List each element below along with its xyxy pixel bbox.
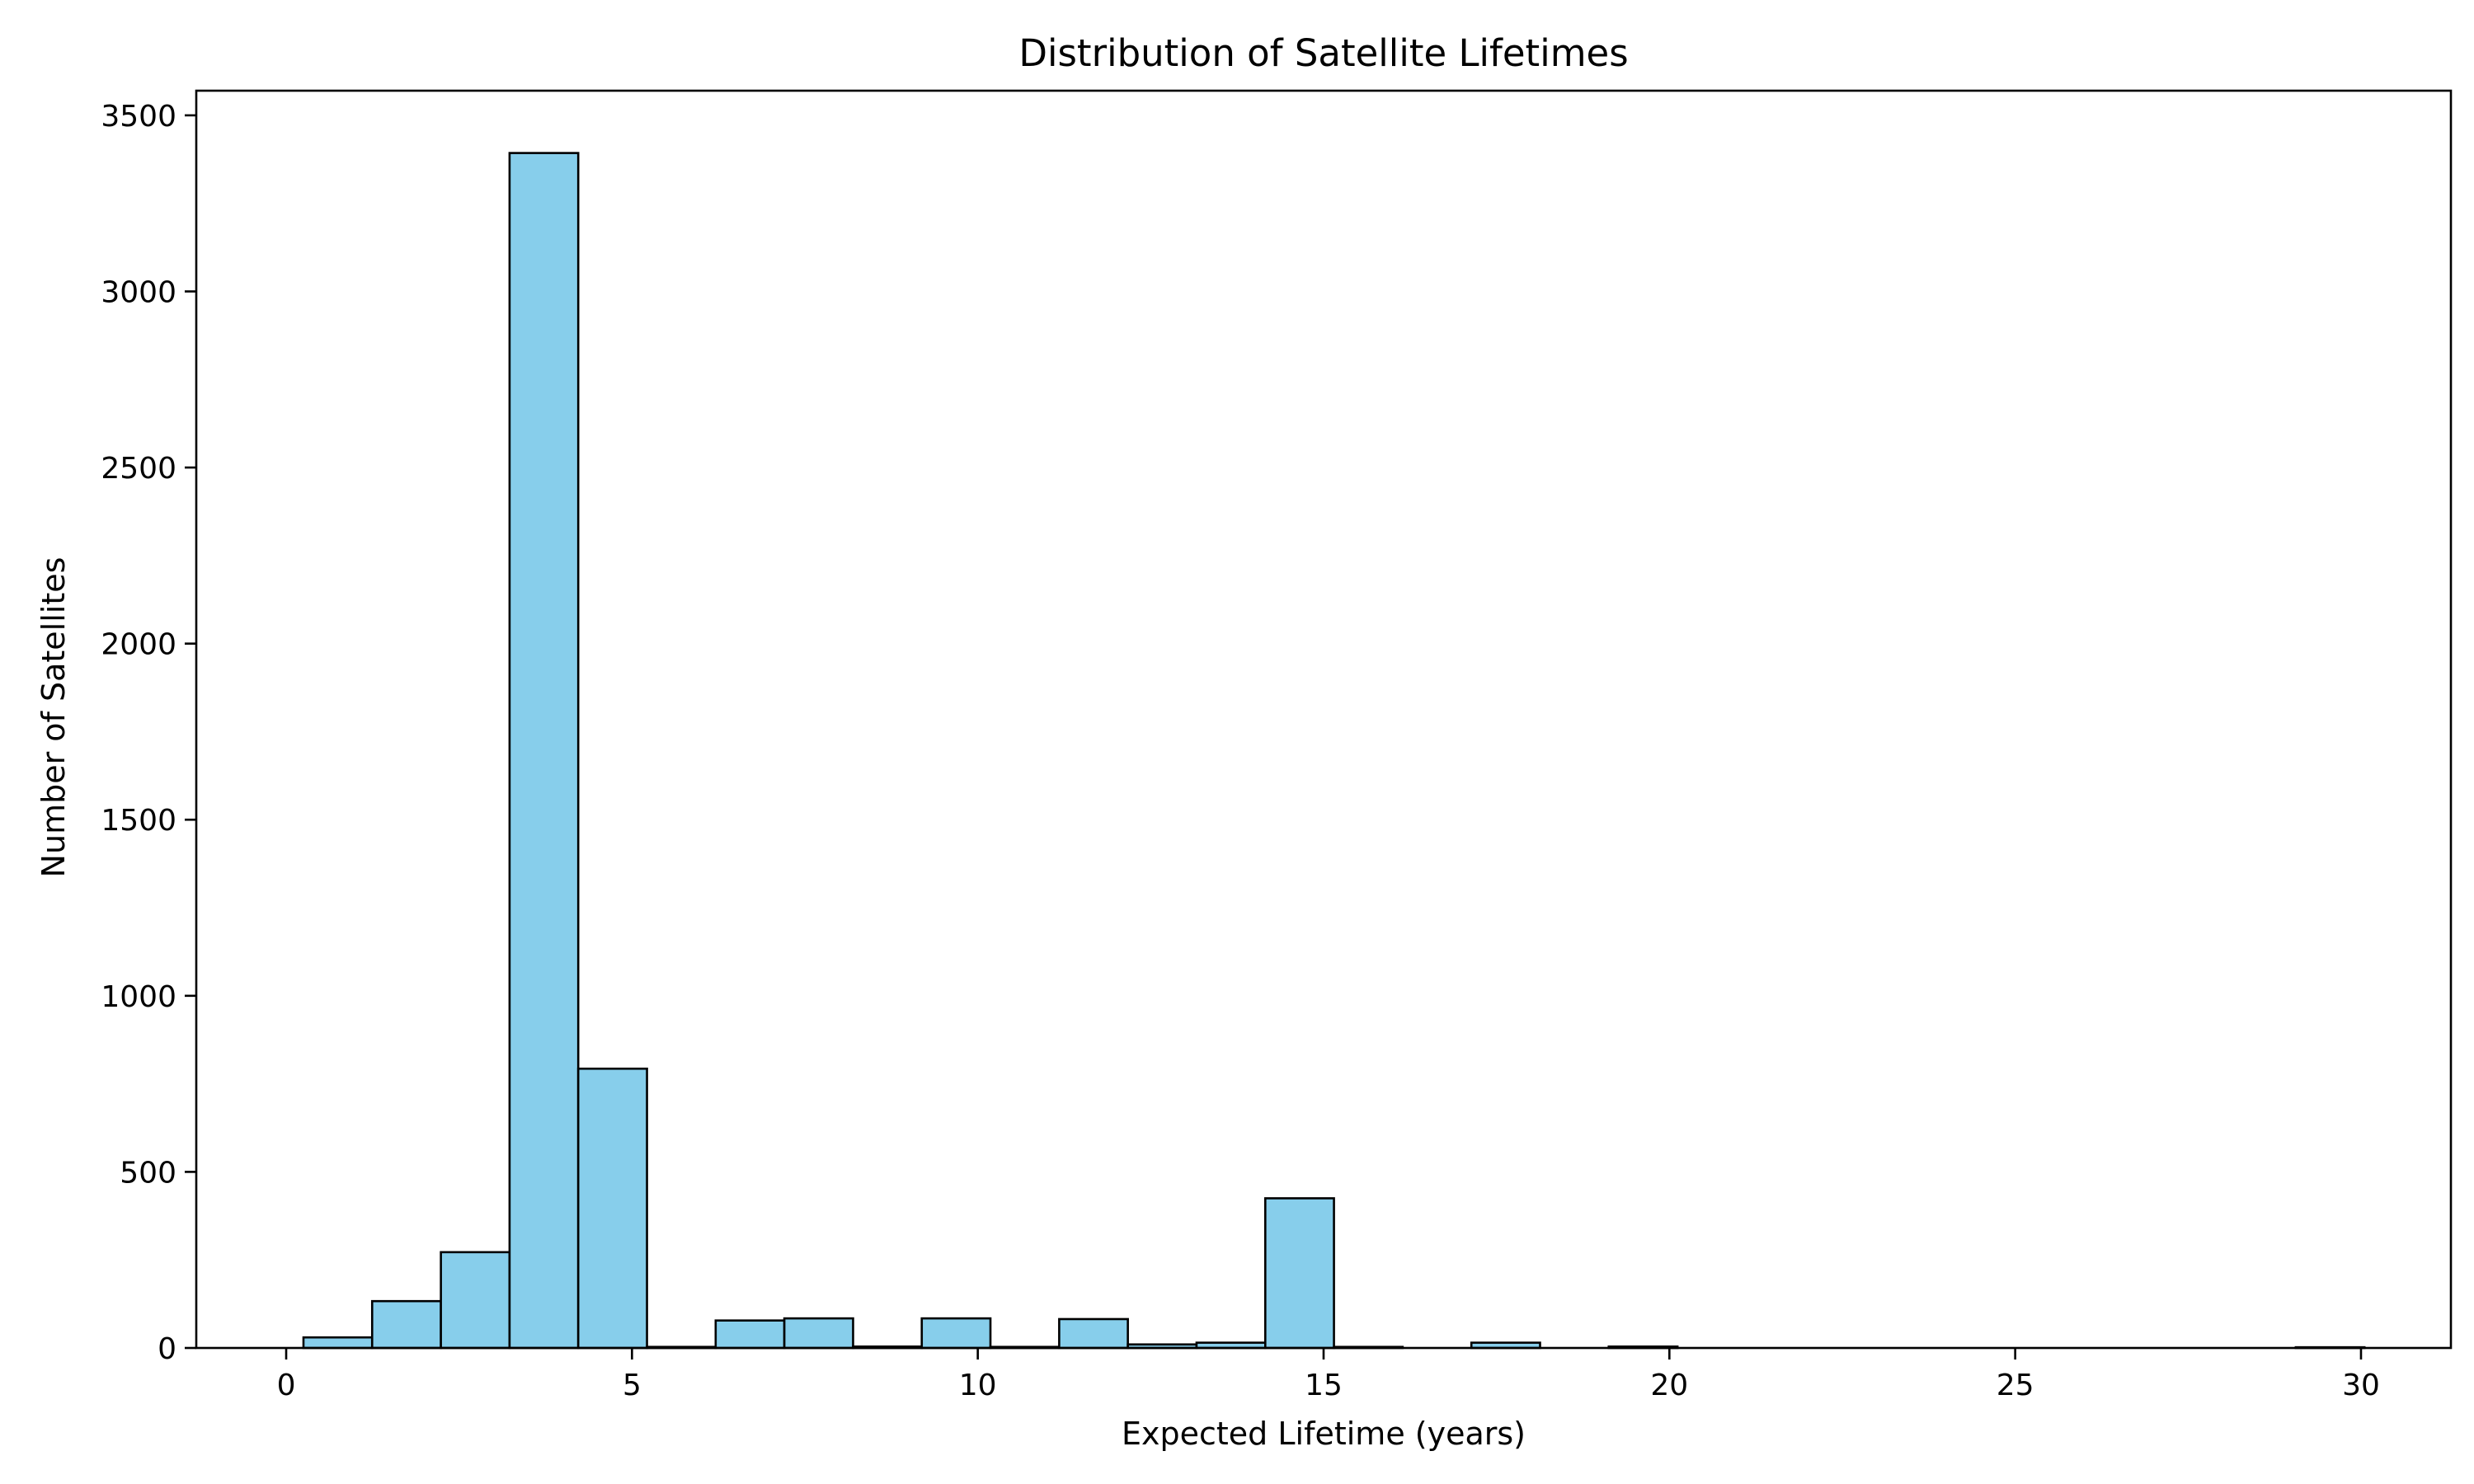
histogram-bar — [1264, 1197, 1335, 1350]
y-tick-label: 3500 — [101, 100, 176, 134]
x-axis-title: Expected Lifetime (years) — [1122, 1416, 1526, 1452]
bars-layer — [302, 152, 2366, 1350]
histogram-bar — [370, 1299, 442, 1350]
histogram-bar — [920, 1317, 992, 1350]
x-tick-label: 30 — [2342, 1369, 2380, 1402]
x-tick-label: 20 — [1650, 1369, 1688, 1402]
chart-title: Distribution of Satellite Lifetimes — [1018, 31, 1628, 75]
histogram-bar — [440, 1251, 511, 1350]
ticks-layer: 0 5 10 15 20 25 30 0 500 1000 1500 2000 2500 3000 3500 — [101, 100, 2380, 1402]
x-tick-label: 25 — [1997, 1369, 2034, 1402]
x-tick-label: 15 — [1305, 1369, 1343, 1402]
x-tick-label: 10 — [959, 1369, 997, 1402]
x-tick-label: 5 — [623, 1369, 642, 1402]
histogram-bar — [508, 152, 580, 1350]
y-tick-label: 1000 — [101, 980, 176, 1014]
plot-frame — [195, 89, 2453, 1350]
histogram-bar — [302, 1336, 374, 1350]
histogram-bar — [714, 1319, 786, 1350]
y-tick-label: 0 — [158, 1332, 176, 1366]
histogram-bar — [576, 1067, 648, 1350]
y-axis-title: Number of Satellites — [35, 557, 72, 878]
histogram-bar — [783, 1317, 854, 1350]
histogram-bar — [1058, 1317, 1129, 1350]
y-tick-label: 1500 — [101, 804, 176, 838]
y-tick-label: 2000 — [101, 628, 176, 662]
y-tick-label: 2500 — [101, 452, 176, 486]
y-tick-label: 3000 — [101, 275, 176, 309]
x-tick-label: 0 — [277, 1369, 296, 1402]
y-tick-label: 500 — [120, 1156, 176, 1190]
